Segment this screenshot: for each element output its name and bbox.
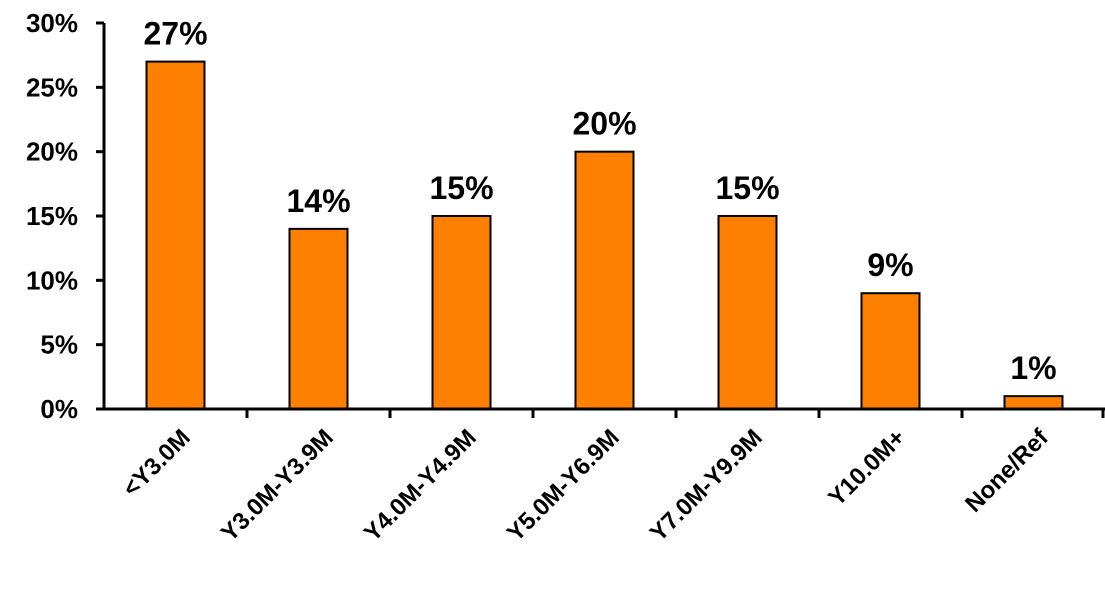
bar-5: [860, 292, 921, 411]
x-category-label-3: Y5.0M-Y6.9M: [502, 424, 625, 547]
bar-3: [574, 150, 635, 411]
data-label-4: 15%: [715, 170, 779, 206]
bar-6: [1003, 395, 1064, 410]
data-labels-group: 27% 14% 15% 20% 15% 9% 1%: [143, 16, 1056, 387]
data-label-3: 20%: [572, 106, 636, 142]
data-label-2: 15%: [429, 170, 493, 206]
y-tick-label-4: 20%: [26, 137, 78, 167]
bar-4: [717, 215, 778, 410]
data-label-0: 27%: [143, 16, 207, 52]
bar-0: [145, 60, 206, 410]
y-tick-label-1: 5%: [40, 330, 78, 360]
x-category-label-6: None/Ref: [960, 423, 1054, 517]
bar-1: [288, 227, 349, 410]
x-category-label-0: <Y3.0M: [118, 424, 196, 502]
data-label-6: 1%: [1010, 350, 1056, 386]
y-tick-label-3: 15%: [26, 201, 78, 231]
bar-2: [431, 215, 492, 410]
y-tick-label-6: 30%: [26, 8, 78, 38]
data-label-5: 9%: [867, 247, 913, 283]
x-category-label-1: Y3.0M-Y3.9M: [216, 424, 339, 547]
x-ticks-group: <Y3.0M Y3.0M-Y3.9M Y4.0M-Y4.9M Y5.0M-Y6.9M Y…: [118, 409, 1105, 547]
x-category-label-5: Y10.0M+: [823, 424, 910, 511]
data-label-1: 14%: [286, 183, 350, 219]
y-tick-label-5: 25%: [26, 72, 78, 102]
y-ticks-group: 0% 5% 10% 15% 20% 25% 30%: [26, 8, 104, 424]
x-category-label-4: Y7.0M-Y9.9M: [645, 424, 768, 547]
y-tick-label-0: 0%: [40, 394, 78, 424]
bars-group: [145, 60, 1064, 411]
y-tick-label-2: 10%: [26, 265, 78, 295]
x-category-label-2: Y4.0M-Y4.9M: [359, 424, 482, 547]
